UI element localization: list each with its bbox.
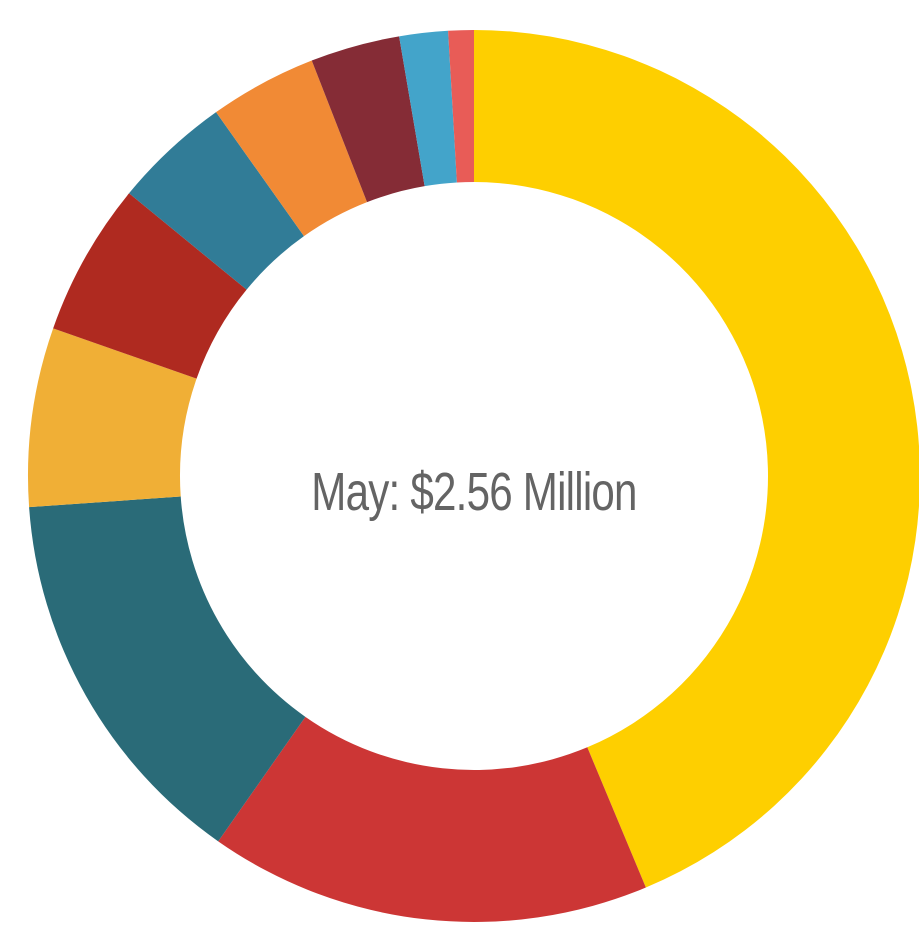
donut-slices	[28, 30, 919, 922]
donut-slice-5[interactable]	[53, 193, 247, 379]
donut-slice-4[interactable]	[28, 328, 197, 508]
donut-slice-9[interactable]	[399, 30, 457, 187]
donut-slice-1[interactable]	[474, 30, 919, 888]
donut-slice-2[interactable]	[218, 716, 646, 922]
chart-center-label: May: $2.56 Million	[311, 462, 637, 522]
donut-slice-8[interactable]	[311, 36, 425, 203]
donut-slice-3[interactable]	[29, 496, 306, 842]
donut-slice-10[interactable]	[448, 30, 474, 183]
donut-slice-6[interactable]	[129, 112, 304, 290]
donut-slice-7[interactable]	[216, 60, 368, 237]
